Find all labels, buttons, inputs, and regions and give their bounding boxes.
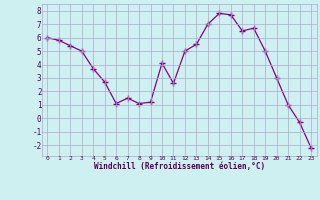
X-axis label: Windchill (Refroidissement éolien,°C): Windchill (Refroidissement éolien,°C) [94,162,265,171]
